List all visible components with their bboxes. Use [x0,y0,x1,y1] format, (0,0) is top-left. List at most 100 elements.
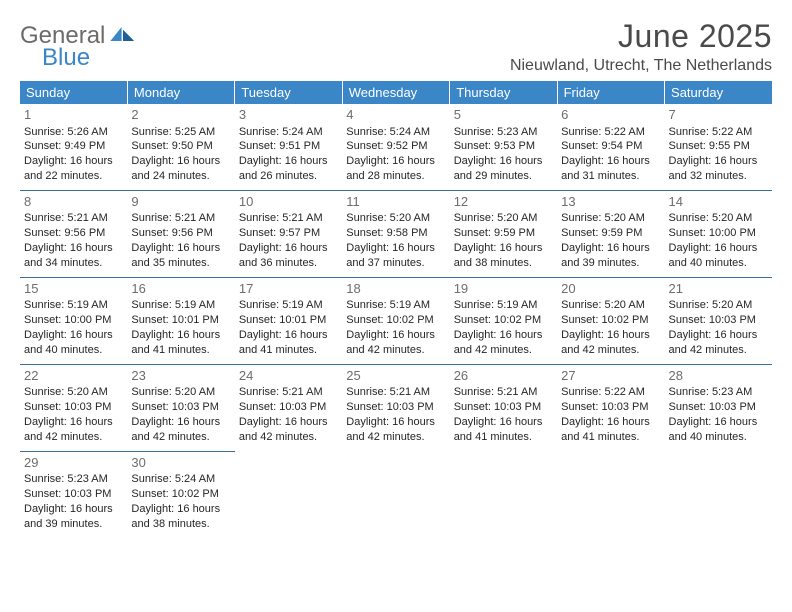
daylight-line: Daylight: 16 hours and 34 minutes. [24,241,123,271]
calendar-cell: 5Sunrise: 5:23 AMSunset: 9:53 PMDaylight… [450,104,557,190]
sunrise-line: Sunrise: 5:20 AM [669,211,768,226]
sunrise-line: Sunrise: 5:20 AM [561,298,660,313]
sunrise-line: Sunrise: 5:20 AM [346,211,445,226]
sunset-line: Sunset: 9:51 PM [239,139,338,154]
daylight-line: Daylight: 16 hours and 41 minutes. [561,415,660,445]
daylight-line: Daylight: 16 hours and 42 minutes. [454,328,553,358]
calendar-row: 15Sunrise: 5:19 AMSunset: 10:00 PMDaylig… [20,277,772,364]
sunrise-line: Sunrise: 5:23 AM [669,385,768,400]
header: General Blue June 2025 Nieuwland, Utrech… [20,18,772,75]
sunrise-line: Sunrise: 5:26 AM [24,125,123,140]
calendar-cell: 24Sunrise: 5:21 AMSunset: 10:03 PMDaylig… [235,364,342,451]
sunset-line: Sunset: 9:57 PM [239,226,338,241]
sunrise-line: Sunrise: 5:19 AM [24,298,123,313]
day-number: 27 [561,367,660,385]
sunset-line: Sunset: 9:53 PM [454,139,553,154]
sunset-line: Sunset: 9:50 PM [131,139,230,154]
sunrise-line: Sunrise: 5:24 AM [131,472,230,487]
calendar-cell: 17Sunrise: 5:19 AMSunset: 10:01 PMDaylig… [235,277,342,364]
sunset-line: Sunset: 10:02 PM [346,313,445,328]
calendar-cell: 2Sunrise: 5:25 AMSunset: 9:50 PMDaylight… [127,104,234,190]
sunset-line: Sunset: 10:03 PM [669,400,768,415]
sunset-line: Sunset: 10:03 PM [561,400,660,415]
sunset-line: Sunset: 10:01 PM [131,313,230,328]
weekday-header: Monday [127,81,234,104]
calendar-row: 29Sunrise: 5:23 AMSunset: 10:03 PMDaylig… [20,451,772,537]
sunset-line: Sunset: 10:03 PM [669,313,768,328]
day-number: 23 [131,367,230,385]
page: General Blue June 2025 Nieuwland, Utrech… [0,0,792,612]
day-number: 30 [131,454,230,472]
daylight-line: Daylight: 16 hours and 35 minutes. [131,241,230,271]
calendar-cell: 16Sunrise: 5:19 AMSunset: 10:01 PMDaylig… [127,277,234,364]
sunset-line: Sunset: 10:02 PM [131,487,230,502]
day-number: 1 [24,106,123,124]
brand-logo: General Blue [20,18,137,70]
daylight-line: Daylight: 16 hours and 29 minutes. [454,154,553,184]
sunrise-line: Sunrise: 5:22 AM [561,385,660,400]
calendar-cell: 6Sunrise: 5:22 AMSunset: 9:54 PMDaylight… [557,104,664,190]
daylight-line: Daylight: 16 hours and 40 minutes. [24,328,123,358]
sunset-line: Sunset: 9:59 PM [454,226,553,241]
daylight-line: Daylight: 16 hours and 22 minutes. [24,154,123,184]
calendar-cell: 22Sunrise: 5:20 AMSunset: 10:03 PMDaylig… [20,364,127,451]
calendar-cell: 13Sunrise: 5:20 AMSunset: 9:59 PMDayligh… [557,190,664,277]
sunrise-line: Sunrise: 5:22 AM [669,125,768,140]
daylight-line: Daylight: 16 hours and 38 minutes. [454,241,553,271]
day-number: 3 [239,106,338,124]
calendar-cell: 15Sunrise: 5:19 AMSunset: 10:00 PMDaylig… [20,277,127,364]
daylight-line: Daylight: 16 hours and 39 minutes. [24,502,123,532]
daylight-line: Daylight: 16 hours and 42 minutes. [561,328,660,358]
daylight-line: Daylight: 16 hours and 39 minutes. [561,241,660,271]
calendar-cell: 20Sunrise: 5:20 AMSunset: 10:02 PMDaylig… [557,277,664,364]
daylight-line: Daylight: 16 hours and 37 minutes. [346,241,445,271]
day-number: 28 [669,367,768,385]
daylight-line: Daylight: 16 hours and 42 minutes. [346,328,445,358]
day-number: 5 [454,106,553,124]
sunset-line: Sunset: 9:49 PM [24,139,123,154]
sunrise-line: Sunrise: 5:19 AM [239,298,338,313]
calendar-cell [235,451,342,537]
daylight-line: Daylight: 16 hours and 42 minutes. [239,415,338,445]
day-number: 15 [24,280,123,298]
daylight-line: Daylight: 16 hours and 41 minutes. [131,328,230,358]
sunset-line: Sunset: 9:55 PM [669,139,768,154]
daylight-line: Daylight: 16 hours and 40 minutes. [669,415,768,445]
month-title: June 2025 [510,18,772,55]
calendar-cell: 29Sunrise: 5:23 AMSunset: 10:03 PMDaylig… [20,451,127,537]
daylight-line: Daylight: 16 hours and 42 minutes. [669,328,768,358]
weekday-header: Thursday [450,81,557,104]
calendar-cell: 7Sunrise: 5:22 AMSunset: 9:55 PMDaylight… [665,104,772,190]
sunrise-line: Sunrise: 5:19 AM [454,298,553,313]
daylight-line: Daylight: 16 hours and 42 minutes. [24,415,123,445]
sunrise-line: Sunrise: 5:21 AM [239,211,338,226]
daylight-line: Daylight: 16 hours and 41 minutes. [239,328,338,358]
calendar-cell: 4Sunrise: 5:24 AMSunset: 9:52 PMDaylight… [342,104,449,190]
sunset-line: Sunset: 10:03 PM [346,400,445,415]
weekday-header: Sunday [20,81,127,104]
sunrise-line: Sunrise: 5:23 AM [24,472,123,487]
daylight-line: Daylight: 16 hours and 42 minutes. [131,415,230,445]
calendar-table: Sunday Monday Tuesday Wednesday Thursday… [20,81,772,538]
sunset-line: Sunset: 10:00 PM [24,313,123,328]
calendar-cell: 8Sunrise: 5:21 AMSunset: 9:56 PMDaylight… [20,190,127,277]
weekday-header-row: Sunday Monday Tuesday Wednesday Thursday… [20,81,772,104]
calendar-cell [665,451,772,537]
sunrise-line: Sunrise: 5:21 AM [24,211,123,226]
calendar-cell: 12Sunrise: 5:20 AMSunset: 9:59 PMDayligh… [450,190,557,277]
sunset-line: Sunset: 10:03 PM [239,400,338,415]
sunset-line: Sunset: 9:58 PM [346,226,445,241]
calendar-cell: 1Sunrise: 5:26 AMSunset: 9:49 PMDaylight… [20,104,127,190]
sunrise-line: Sunrise: 5:22 AM [561,125,660,140]
daylight-line: Daylight: 16 hours and 26 minutes. [239,154,338,184]
daylight-line: Daylight: 16 hours and 38 minutes. [131,502,230,532]
day-number: 12 [454,193,553,211]
sunrise-line: Sunrise: 5:20 AM [454,211,553,226]
sunrise-line: Sunrise: 5:21 AM [239,385,338,400]
sunset-line: Sunset: 9:59 PM [561,226,660,241]
daylight-line: Daylight: 16 hours and 28 minutes. [346,154,445,184]
brand-text: General Blue [20,24,105,70]
weekday-header: Saturday [665,81,772,104]
day-number: 21 [669,280,768,298]
day-number: 29 [24,454,123,472]
